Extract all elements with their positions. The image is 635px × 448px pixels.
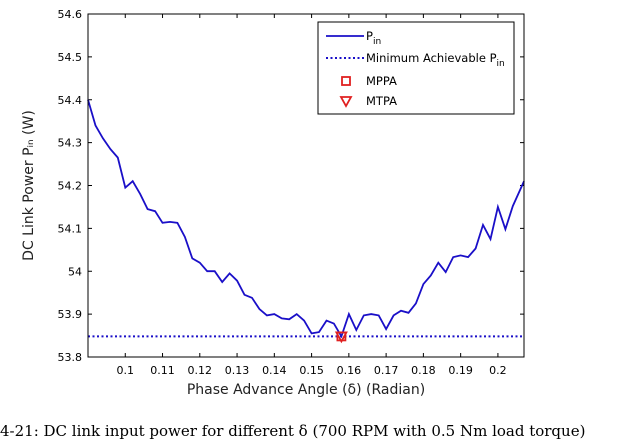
legend-label-main: Minimum Achievable P bbox=[366, 51, 497, 65]
y-axis-label: DC Link Power Pᵢₙ (W) bbox=[21, 110, 37, 261]
y-tick-label: 54 bbox=[68, 265, 82, 278]
x-tick-label: 0.12 bbox=[188, 364, 213, 377]
y-tick-label: 54.5 bbox=[58, 51, 83, 64]
legend-label-main: MPPA bbox=[366, 74, 397, 88]
x-tick-label: 0.18 bbox=[411, 364, 436, 377]
x-tick-label: 0.15 bbox=[299, 364, 324, 377]
y-tick-label: 53.9 bbox=[58, 308, 83, 321]
legend-label-sub: in bbox=[497, 59, 505, 69]
x-tick-label: 0.2 bbox=[489, 364, 507, 377]
x-tick-label: 0.16 bbox=[337, 364, 362, 377]
y-tick-label: 54.2 bbox=[58, 180, 83, 193]
y-tick-label: 54.3 bbox=[58, 137, 83, 150]
x-tick-label: 0.14 bbox=[262, 364, 287, 377]
x-tick-label: 0.13 bbox=[225, 364, 250, 377]
plot-frame bbox=[87, 13, 525, 358]
legend-label-main: MTPA bbox=[366, 94, 397, 108]
legend-label: Pin bbox=[366, 29, 381, 47]
series-layer bbox=[87, 99, 525, 339]
legend-label-main: P bbox=[366, 29, 373, 43]
x-tick-label: 0.11 bbox=[150, 364, 175, 377]
series-line-pin bbox=[87, 99, 525, 339]
y-tick-label: 54.4 bbox=[58, 94, 83, 107]
y-tick-label: 53.8 bbox=[58, 351, 83, 364]
chart: 0.1 0.11 0.12 0.13 0.14 0.15 0.16 0.17 0.18 0.19 0… bbox=[21, 8, 525, 398]
x-tick-label: 0.19 bbox=[448, 364, 473, 377]
marker-mtpa bbox=[334, 331, 348, 344]
legend-label: MTPA bbox=[366, 94, 397, 108]
x-axis-label: Phase Advance Angle (δ) (Radian) bbox=[187, 382, 425, 398]
legend-label: MPPA bbox=[366, 74, 397, 88]
ticks-layer: 0.1 0.11 0.12 0.13 0.14 0.15 0.16 0.17 0.18 0.19 0… bbox=[58, 8, 524, 377]
x-tick-label: 0.1 bbox=[117, 364, 135, 377]
legend-label-sub: in bbox=[373, 37, 381, 47]
y-tick-label: 54.6 bbox=[58, 8, 83, 21]
legend-swatch-triangle bbox=[339, 96, 353, 108]
figure-caption: 4-21: DC link input power for different … bbox=[0, 422, 586, 440]
legend-label: Minimum Achievable Pin bbox=[366, 51, 505, 69]
y-tick-label: 54.1 bbox=[58, 222, 83, 235]
markers-layer bbox=[334, 331, 348, 344]
legend-swatch-square bbox=[341, 76, 351, 86]
x-tick-label: 0.17 bbox=[374, 364, 399, 377]
